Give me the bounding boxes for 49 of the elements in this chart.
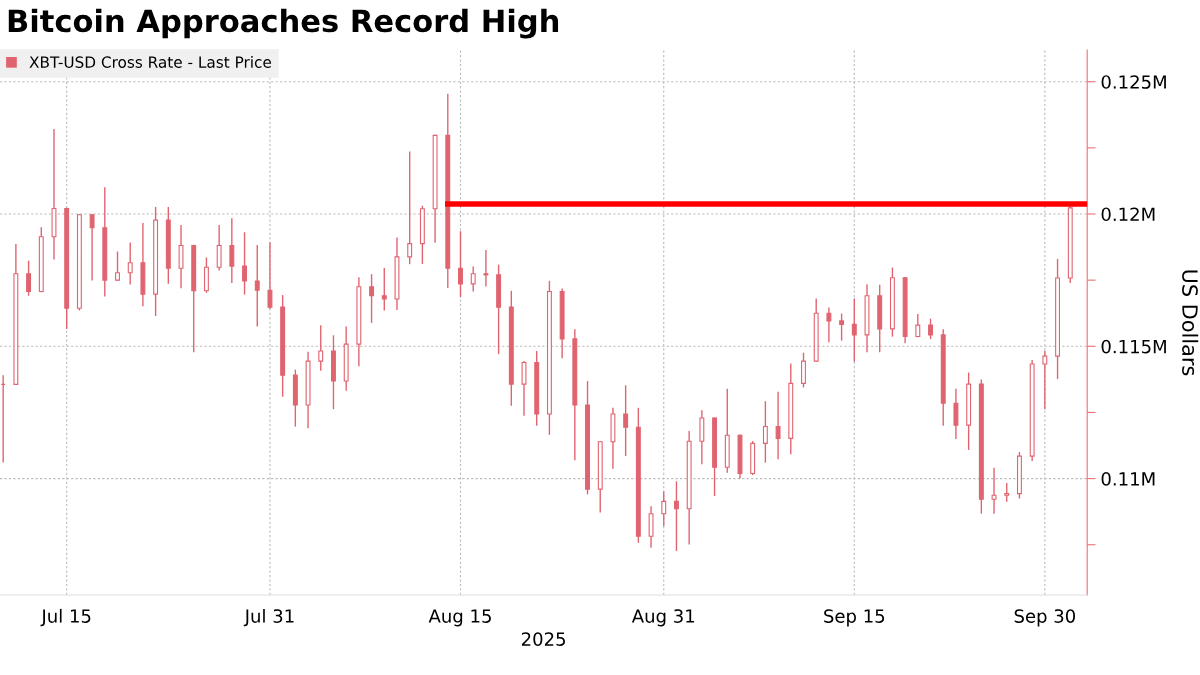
candlestick	[623, 385, 629, 457]
y-tick-label: 0.125M	[1101, 75, 1166, 89]
candlestick	[89, 214, 95, 281]
candlestick	[661, 491, 667, 527]
candlestick	[801, 352, 806, 388]
candlestick	[229, 218, 235, 283]
y-tick-label: 0.12M	[1101, 207, 1155, 222]
x-tick-label: Sep 30	[1014, 609, 1076, 627]
x-tick-label: Aug 31	[631, 609, 695, 627]
candlestick	[826, 307, 832, 343]
candlestick	[369, 274, 375, 323]
candlestick	[483, 250, 489, 287]
candlestick	[381, 268, 387, 311]
candlestick	[775, 391, 781, 460]
candlestick	[115, 251, 120, 281]
candlestick	[318, 325, 324, 371]
candlestick	[953, 388, 959, 440]
candlestick	[242, 232, 248, 295]
y-axis-title: US Dollars	[1182, 270, 1199, 376]
candlestick	[470, 266, 476, 292]
chart-title: Bitcoin Approaches Record High	[8, 8, 559, 39]
x-axis-title: 2025	[521, 632, 565, 646]
candlestick	[203, 257, 209, 293]
candlestick	[762, 401, 768, 463]
x-tick-label: Sep 15	[824, 609, 885, 627]
x-tick-label: Aug 15	[428, 609, 491, 627]
candlestick	[1042, 350, 1048, 410]
candlestick	[673, 481, 679, 551]
candlestick	[915, 314, 921, 338]
y-tick-label: 0.11M	[1101, 472, 1155, 486]
candlestick	[851, 298, 857, 362]
y-tick-label: 0.115M	[1101, 339, 1166, 354]
candlestick	[407, 151, 413, 265]
x-tick-label: Jul 15	[40, 608, 91, 627]
candlestick	[928, 318, 933, 340]
candlestick	[521, 360, 527, 416]
candlestick	[648, 506, 654, 548]
candlestick	[127, 242, 133, 285]
candlestick	[458, 231, 463, 298]
x-tick-label: Jul 31	[243, 608, 294, 627]
candlestick	[178, 224, 184, 289]
candlestick	[26, 260, 32, 296]
candlestick	[991, 467, 997, 514]
candlestick	[254, 245, 260, 327]
candlestick	[839, 313, 845, 341]
candlestick	[216, 224, 222, 271]
candlestick	[267, 242, 273, 309]
legend-label: XBT-USD Cross Rate - Last Price	[29, 56, 272, 68]
candlestick	[699, 410, 705, 465]
